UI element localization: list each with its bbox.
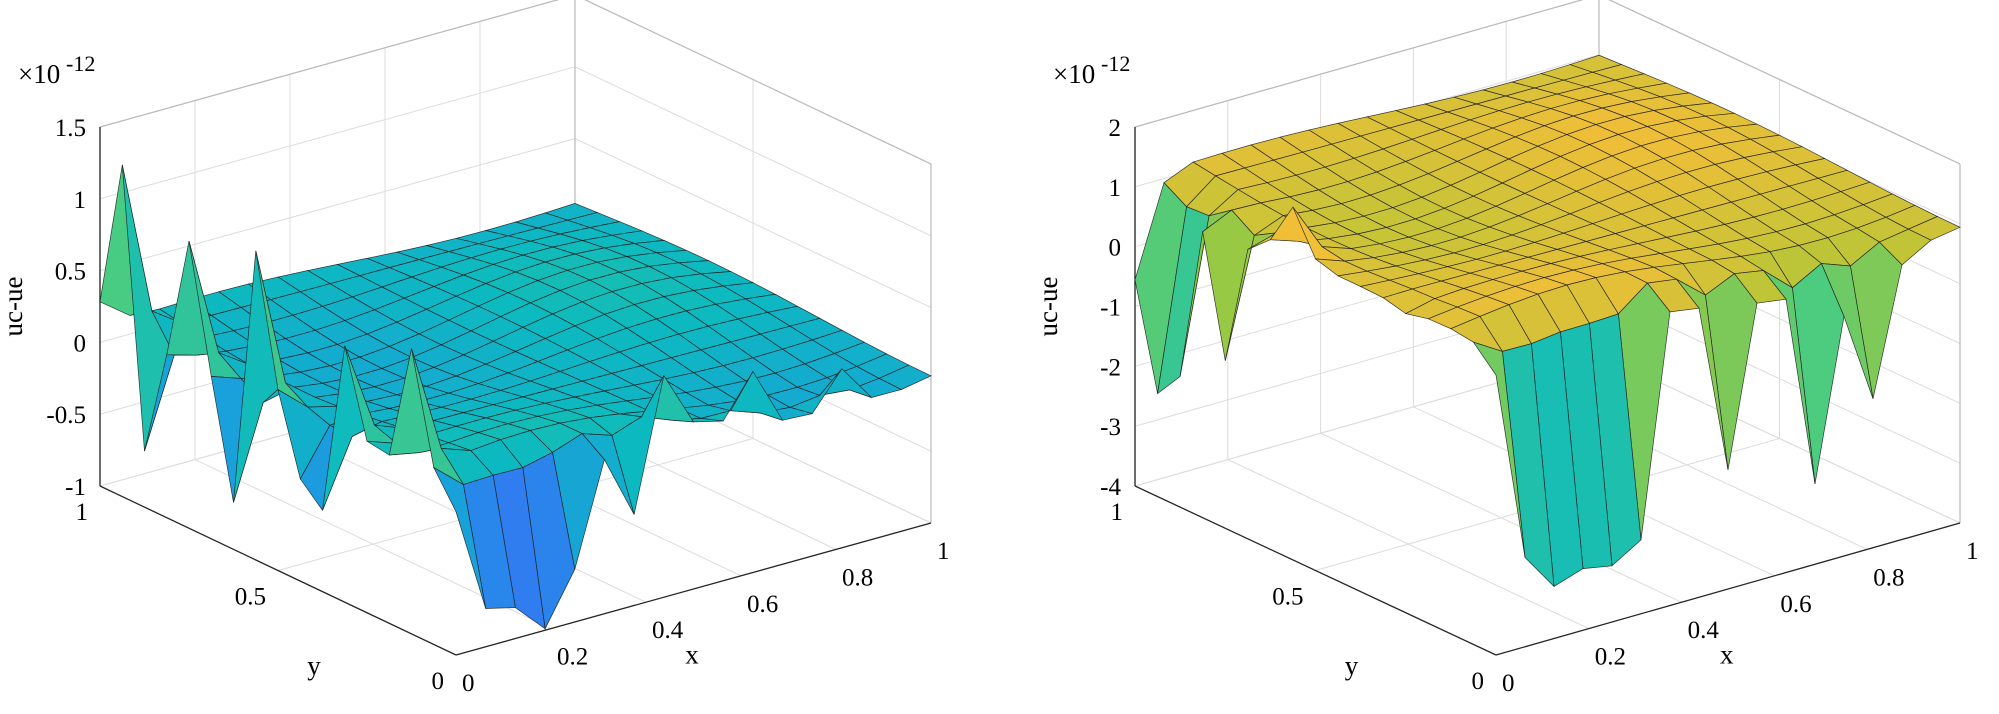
surface-plot-right: 00.20.40.60.8100.51-4-3-2-1012xyuc-ue×10…: [1033, 0, 1979, 697]
y-tick-label: 1: [1111, 499, 1124, 526]
x-axis-line: [1495, 522, 1961, 656]
x-tick-label: 0.8: [1873, 564, 1904, 591]
x-axis-title: x: [1720, 640, 1734, 670]
box-edge: [584, 0, 932, 165]
z-tick-label: -3: [1100, 414, 1121, 441]
y-axis-title: y: [307, 651, 321, 681]
z-tick-label: 1.5: [55, 115, 86, 142]
y-tick-label: 1: [76, 499, 89, 526]
y-tick-label: 0: [432, 668, 445, 695]
x-tick-label: 1: [937, 538, 950, 565]
y-axis-line: [1134, 485, 1497, 656]
x-axis-title: x: [685, 640, 699, 670]
x-tick-label: 0.2: [557, 644, 588, 671]
wall-grid-line: [574, 66, 932, 237]
z-axis-title: uc-ue: [0, 277, 28, 337]
z-tick-label: -1: [65, 474, 86, 501]
x-tick-label: 0.6: [1780, 591, 1811, 618]
x-tick-label: 1: [1966, 538, 1979, 565]
x-tick-label: 0.8: [842, 564, 873, 591]
z-tick-label: 0: [1109, 235, 1122, 262]
wall-grid-line: [99, 0, 559, 128]
wall-grid-line: [99, 66, 576, 200]
surface-face: [1472, 341, 1526, 558]
exponent-multiplier: ×10: [18, 59, 60, 89]
z-tick-label: -4: [1100, 474, 1121, 501]
box-edge: [1134, 0, 1584, 128]
z-axis-title: uc-ue: [1033, 277, 1063, 337]
z-tick-label: -1: [1100, 295, 1121, 322]
x-tick-label: 0.6: [747, 591, 778, 618]
surface-plot-left: 00.20.40.60.8100.51-1-0.500.511.5xyuc-ue…: [0, 0, 950, 697]
box-edge: [99, 0, 560, 128]
z-tick-label: 0.5: [55, 259, 86, 286]
y-tick-label: 0.5: [1272, 584, 1303, 611]
x-tick-label: 0: [462, 670, 475, 697]
z-tick-label: 1: [74, 187, 87, 214]
box-edge: [1608, 0, 1961, 165]
exponent-power: -12: [1101, 51, 1130, 76]
x-axis-line: [455, 522, 932, 656]
surface-face: [432, 466, 487, 609]
exponent-multiplier: ×10: [1053, 59, 1095, 89]
x-tick-label: 0.2: [1595, 644, 1626, 671]
wall-grid-line: [99, 138, 576, 272]
y-tick-label: 0.5: [235, 584, 266, 611]
x-tick-label: 0.4: [652, 617, 684, 644]
exponent-power: -12: [66, 51, 95, 76]
z-tick-label: -2: [1100, 354, 1121, 381]
y-axis-title: y: [1345, 651, 1359, 681]
z-tick-label: 0: [74, 330, 87, 357]
y-tick-label: 0: [1472, 668, 1485, 695]
z-tick-label: -0.5: [46, 402, 86, 429]
z-tick-label: 2: [1109, 115, 1122, 142]
wall-grid-line: [574, 138, 932, 309]
z-tick-label: 1: [1109, 175, 1122, 202]
y-axis-line: [99, 485, 457, 656]
x-tick-label: 0: [1502, 670, 1515, 697]
x-tick-label: 0.4: [1688, 617, 1720, 644]
